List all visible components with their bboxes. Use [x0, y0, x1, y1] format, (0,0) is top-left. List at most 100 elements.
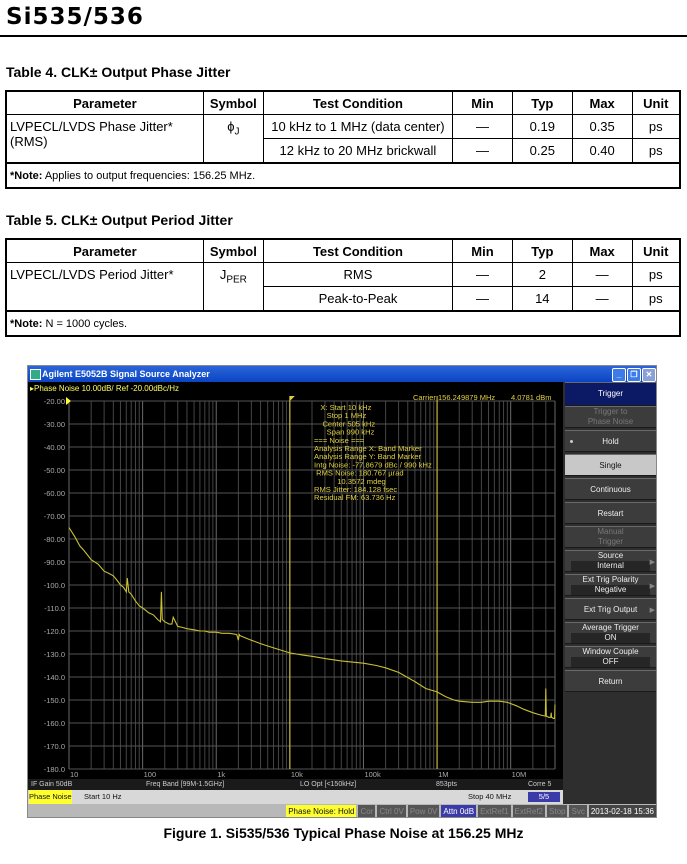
- symbol-cell: ϕJ: [202, 114, 264, 164]
- col-header: Parameter: [5, 90, 204, 115]
- condition-cell: Peak-to-Peak: [262, 286, 454, 312]
- softkey-label-2: Trigger: [597, 537, 624, 546]
- softkey-value: Internal: [571, 561, 650, 571]
- sweep-mode[interactable]: Phase Noise: [29, 790, 72, 804]
- symbol-text: ϕ: [227, 119, 235, 134]
- trace-header: ▸Phase Noise 10.00dB/ Ref -20.00dBc/Hz: [30, 384, 179, 393]
- note-cell: *Note: Applies to output frequencies: 15…: [5, 162, 681, 189]
- noise-readout-line: Center 505 kHz: [314, 419, 375, 428]
- y-tick-label: -40.00: [44, 443, 65, 452]
- submenu-arrow-icon: ▶: [649, 559, 655, 566]
- unit-cell: ps: [631, 114, 681, 139]
- noise-readout-line: === Noise ===: [314, 436, 365, 445]
- info-bar: IF Gain 50dB Freq Band [99M-1.5GHz] LO O…: [28, 779, 563, 790]
- softkey-single[interactable]: Single: [565, 454, 656, 476]
- symbol-cell: JPER: [202, 262, 264, 312]
- softkey-value: Negative: [571, 585, 650, 595]
- softkey-return[interactable]: Return: [565, 670, 656, 692]
- softkey-label: Trigger: [597, 389, 624, 398]
- info-points: 853pts: [436, 781, 458, 788]
- restore-icon[interactable]: ❐: [627, 368, 641, 382]
- unit-cell: ps: [631, 262, 681, 287]
- window-title: Agilent E5052B Signal Source Analyzer: [42, 369, 210, 379]
- col-header: Min: [452, 90, 513, 115]
- softkey-trigger-to: Trigger to Phase Noise: [565, 406, 656, 428]
- noise-readout-line: Span 990 kHz: [314, 428, 375, 437]
- trace-header-text: Phase Noise 10.00dB/ Ref -20.00dBc/Hz: [34, 384, 179, 393]
- table4-caption: Table 4. CLK± Output Phase Jitter: [6, 64, 231, 80]
- noise-readout-line: Analysis Range Y: Band Marker: [314, 452, 422, 461]
- info-lo-opt: LO Opt [<150kHz]: [300, 781, 357, 788]
- close-icon[interactable]: ✕: [642, 368, 656, 382]
- softkey-label: Hold: [602, 437, 619, 446]
- note-text: N = 1000 cycles.: [42, 317, 128, 330]
- minimize-icon[interactable]: _: [612, 368, 626, 382]
- softkey-average-trigger[interactable]: Average Trigger ON: [565, 622, 656, 644]
- status-bar: Phase Noise: Hold Cor Ctrl 0V Pow 0V Attn 0…: [28, 804, 656, 817]
- softkey-ext-trig-polarity[interactable]: Ext Trig Polarity Negative ▶: [565, 574, 656, 596]
- symbol-subscript: J: [234, 126, 240, 138]
- softkey-label: Trigger to: [593, 407, 628, 416]
- ref-level-marker: [66, 397, 71, 405]
- softkey-source[interactable]: Source Internal ▶: [565, 550, 656, 572]
- softkey-label: Continuous: [590, 485, 631, 494]
- col-header: Symbol: [202, 90, 264, 115]
- typ-cell: 2: [511, 262, 573, 287]
- parameter-cell: LVPECL/LVDS Phase Jitter* (RMS): [5, 114, 204, 164]
- submenu-arrow-icon: ▶: [649, 583, 655, 590]
- y-tick-label: -120.0: [44, 627, 65, 636]
- softkey-label: Ext Trig Output: [583, 605, 638, 614]
- y-tick-label: -90.00: [44, 558, 65, 567]
- y-tick-label: -20.00: [44, 397, 65, 406]
- softkey-continuous[interactable]: Continuous: [565, 478, 656, 500]
- table-row: 12 kHz to 20 MHz brickwall — 0.25 0.40 p…: [6, 138, 681, 164]
- noise-readout-line: Intg Noise: -77.8679 dBc / 990 kHz: [314, 460, 432, 469]
- status-indicator: Ctrl 0V: [377, 805, 406, 817]
- condition-cell: 10 kHz to 1 MHz (data center): [262, 114, 454, 139]
- x-tick-label: 10k: [291, 770, 303, 779]
- note-text: Applies to output frequencies: 156.25 MH…: [42, 169, 256, 182]
- x-tick-label: 1k: [217, 770, 225, 779]
- col-header: Symbol: [202, 238, 264, 263]
- condition-cell: 12 kHz to 20 MHz brickwall: [262, 138, 454, 164]
- typ-cell: 14: [511, 286, 573, 312]
- softkey-hold[interactable]: Hold: [565, 430, 656, 452]
- col-header: Unit: [631, 238, 681, 263]
- phase-noise-trace: [68, 527, 556, 719]
- noise-readout-line: Residual FM: 63.736 Hz: [314, 493, 396, 502]
- status-indicator: ExtRef1: [478, 805, 511, 817]
- period-jitter-table: Parameter Symbol Test Condition Min Typ …: [5, 238, 681, 337]
- max-cell: 0.35: [571, 114, 633, 139]
- softkey-label: Single: [599, 461, 622, 470]
- min-cell: —: [452, 114, 513, 139]
- softkey-restart[interactable]: Restart: [565, 502, 656, 524]
- status-indicator: Attn 0dB: [441, 805, 477, 817]
- min-cell: —: [452, 262, 513, 287]
- col-header: Parameter: [5, 238, 204, 263]
- table5-caption: Table 5. CLK± Output Period Jitter: [6, 212, 233, 228]
- softkey-ext-trig-output[interactable]: Ext Trig Output ▶: [565, 598, 656, 620]
- info-corr: Corre 5: [528, 781, 552, 788]
- y-tick-label: -150.0: [44, 696, 65, 705]
- softkey-window-couple[interactable]: Window Couple OFF: [565, 646, 656, 668]
- y-tick-label: -180.0: [44, 765, 65, 774]
- col-header: Unit: [631, 90, 681, 115]
- sweep-start[interactable]: Start 10 Hz: [84, 792, 122, 801]
- softkey-label: Source: [597, 551, 624, 560]
- figure-caption: Figure 1. Si535/536 Typical Phase Noise …: [163, 825, 524, 841]
- document-title: Si535/536: [6, 4, 144, 30]
- status-indicator: ExtRef2: [512, 805, 546, 817]
- max-cell: 0.40: [571, 138, 633, 164]
- note-cell: *Note: N = 1000 cycles.: [5, 310, 681, 337]
- status-items: Phase Noise: Hold Cor Ctrl 0V Pow 0V Attn 0…: [286, 805, 656, 817]
- y-tick-label: -160.0: [44, 719, 65, 728]
- parameter-cell: LVPECL/LVDS Period Jitter*: [5, 262, 204, 312]
- header-rule: [0, 35, 687, 37]
- y-tick-label: -30.00: [44, 420, 65, 429]
- sweep-stop[interactable]: Stop 40 MHz: [468, 792, 512, 801]
- typ-cell: 0.25: [511, 138, 573, 164]
- noise-readout-line: Analysis Range X: Band Marker: [314, 444, 422, 453]
- softkey-label: Average Trigger: [582, 623, 639, 632]
- y-tick-label: -110.0: [44, 604, 65, 613]
